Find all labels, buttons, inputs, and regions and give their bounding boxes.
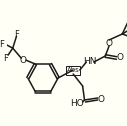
Text: O: O <box>106 39 113 48</box>
Text: O: O <box>20 56 27 65</box>
Text: O: O <box>117 54 124 62</box>
Text: HN: HN <box>83 57 97 67</box>
Text: O: O <box>97 94 104 103</box>
Text: F: F <box>0 40 4 49</box>
FancyBboxPatch shape <box>66 66 80 74</box>
Text: HO: HO <box>70 100 84 108</box>
Text: Abs: Abs <box>67 67 80 73</box>
Text: F: F <box>14 30 19 39</box>
Text: F: F <box>3 54 8 63</box>
